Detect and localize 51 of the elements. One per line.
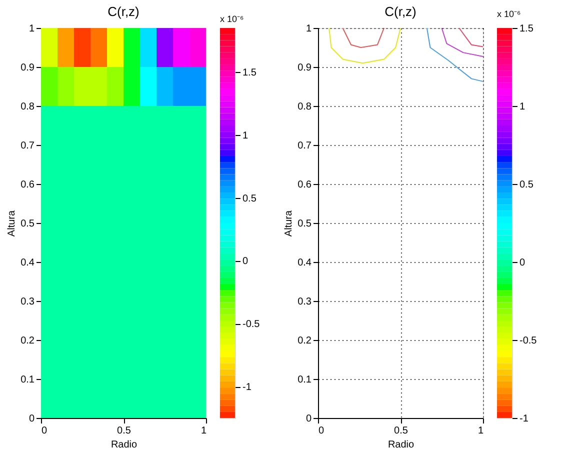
y-axis-title: Altura	[284, 210, 295, 237]
color-bar-label: -0.5	[520, 336, 538, 346]
color-bar-title: x 10⁻⁶	[497, 9, 522, 19]
y-tick-label: 0.4	[298, 258, 312, 268]
color-bar-label: 1	[242, 130, 248, 142]
x-tick-label: 0.5	[394, 426, 408, 436]
x-tick-label: 1	[478, 426, 484, 436]
x-tick-label: 1	[200, 426, 207, 436]
y-tick-label: 0.7	[20, 140, 35, 152]
y-tick-label: 0.3	[20, 296, 35, 308]
x-axis-title: Radio	[388, 440, 414, 450]
color-bar-title: x 10⁻⁶	[220, 14, 244, 24]
y-tick-label: 0.5	[298, 218, 312, 230]
y-tick-label: 0.9	[20, 62, 35, 74]
color-bar-label: -0.5	[242, 319, 260, 330]
color-bar-label: 1.5	[520, 24, 534, 34]
color-bar-label: -1	[520, 414, 529, 424]
x-tick-label: 0	[42, 426, 48, 436]
y-tick-label: 1	[28, 24, 35, 34]
color-bar-label: 1.5	[242, 68, 257, 79]
y-tick-label: 0	[306, 414, 312, 424]
y-tick-label: 1	[306, 24, 312, 34]
y-tick-label: 0.5	[20, 218, 35, 230]
color-bar-label: 0.5	[242, 193, 257, 204]
y-tick-label: 0.6	[298, 180, 312, 190]
y-tick-label: 0.8	[20, 102, 35, 112]
color-bar-label: 0	[242, 256, 248, 268]
y-tick-label: 0	[28, 414, 35, 424]
y-tick-label: 0.2	[20, 336, 35, 346]
color-bar-label: 1	[520, 102, 526, 112]
line-series	[328, 28, 401, 64]
line-series	[426, 28, 484, 82]
color-bar-label: 0.5	[520, 180, 534, 190]
line-series	[441, 28, 484, 57]
y-tick-label: 0.9	[298, 62, 312, 74]
y-tick-label: 0.1	[20, 374, 35, 386]
y-tick-label: 0.4	[20, 258, 35, 268]
x-tick-label: 0	[318, 426, 324, 436]
chart-title: C(r,z)	[108, 4, 140, 19]
y-tick-label: 0.2	[298, 336, 312, 346]
y-tick-label: 0.1	[298, 374, 312, 386]
y-tick-label: 0.8	[298, 102, 312, 112]
x-tick-label: 0.5	[117, 426, 132, 436]
y-axis-title: Altura	[6, 210, 18, 237]
y-tick-label: 0.7	[298, 140, 312, 152]
y-tick-label: 0.6	[20, 180, 35, 190]
color-bar-label: -1	[242, 382, 252, 394]
color-bar-label: 0	[520, 258, 526, 268]
y-tick-label: 0.3	[298, 296, 312, 308]
x-axis-title: Radio	[110, 440, 138, 450]
chart-title: C(r,z)	[384, 4, 416, 19]
